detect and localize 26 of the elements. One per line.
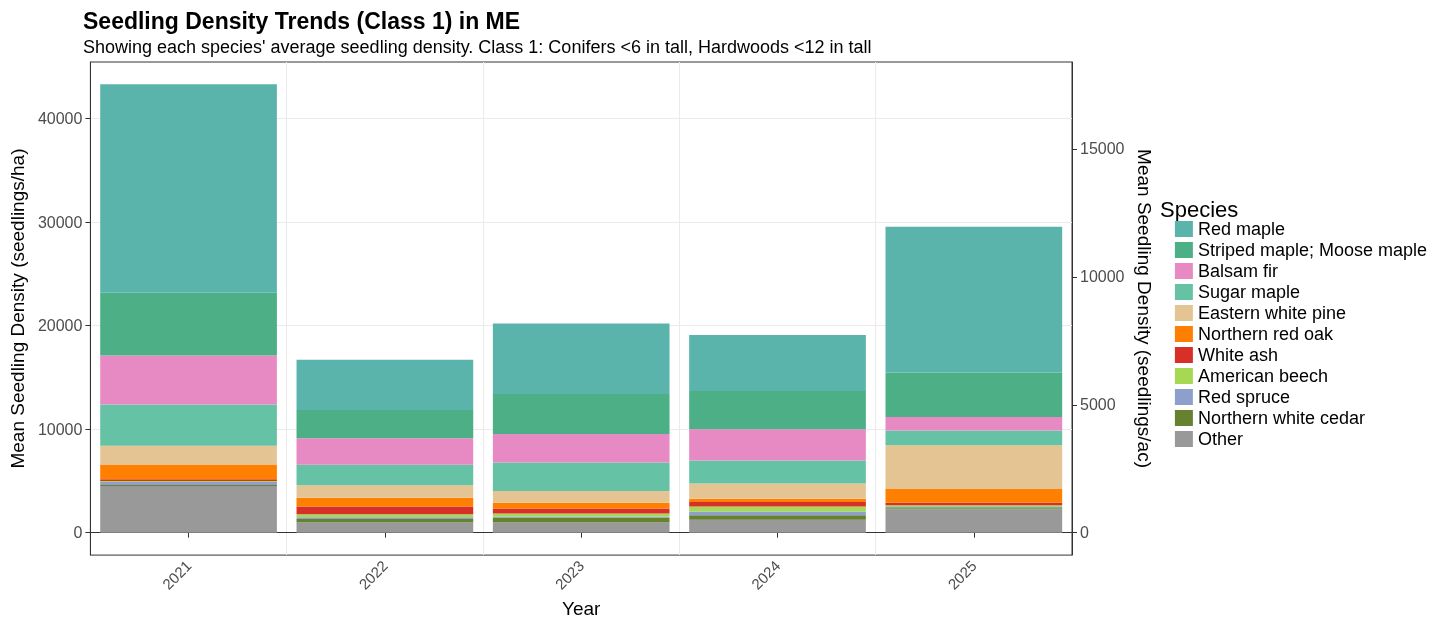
legend-title: Species: [1160, 196, 1239, 222]
x-axis-title: Year: [562, 598, 602, 619]
legend-label: Other: [1197, 429, 1243, 449]
y2-tick-label: 10000: [1080, 268, 1125, 286]
y2-tick-label: 5000: [1080, 396, 1116, 414]
y-tick-label: 30000: [37, 213, 83, 231]
legend-label: Striped maple; Moose maple: [1197, 240, 1428, 260]
legend-label: Northern white cedar: [1197, 408, 1365, 428]
y-tick-label: 40000: [37, 110, 83, 128]
legend-label: American beech: [1197, 366, 1328, 386]
y-axis-title: Mean Seedling Density (seedlings/ha): [7, 148, 28, 469]
y-tick-label: 10000: [37, 420, 83, 438]
legend-label: Sugar maple: [1197, 282, 1300, 302]
chart-subtitle: Showing each species' average seedling density. Class 1: Conifers <6 in tall, Hardwoods <12 in tall: [83, 37, 872, 57]
y2-tick-label: 0: [1080, 524, 1089, 542]
y2-tick-label: 15000: [1080, 140, 1125, 158]
legend-label: White ash: [1197, 345, 1278, 365]
legend-label: Eastern white pine: [1197, 303, 1346, 323]
legend-label: Red maple: [1197, 219, 1285, 239]
legend-label: Northern red oak: [1197, 324, 1334, 344]
legend-label: Red spruce: [1197, 387, 1290, 407]
y-tick-label: 0: [73, 524, 83, 542]
y-tick-label: 20000: [37, 317, 83, 335]
y2-axis-title: Mean Seedling Density (seedlings/ac): [1134, 149, 1156, 469]
legend-label: Balsam fir: [1197, 261, 1278, 281]
chart-title: Seedling Density Trends (Class 1) in ME: [83, 7, 521, 34]
